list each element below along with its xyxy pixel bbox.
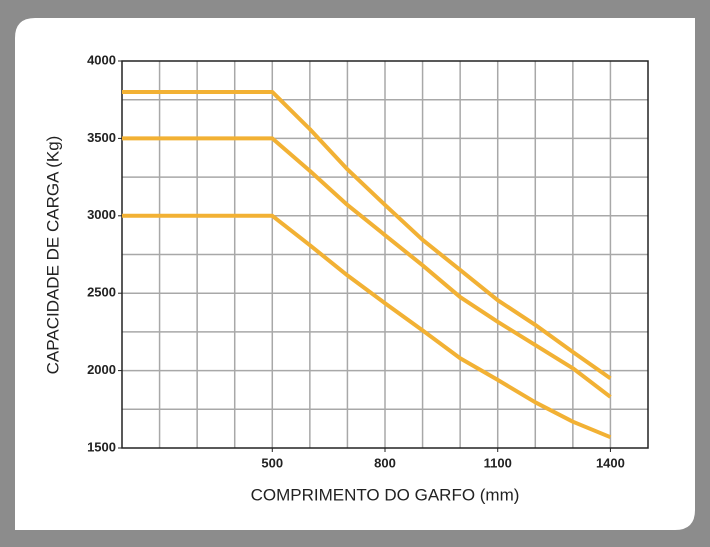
y-tick-label: 1500 [87,439,116,454]
card [15,18,695,530]
y-tick-label: 4000 [87,52,116,67]
y-tick-label: 2000 [87,362,116,377]
y-tick-label: 3000 [87,207,116,222]
series-line [122,213,612,440]
x-axis-title: COMPRIMENTO DO GARFO (mm) [251,485,520,504]
series-line [122,89,612,380]
x-tick-label: 800 [374,455,396,470]
x-tick-label: 1400 [596,455,625,470]
x-tick-label: 1100 [484,455,512,470]
y-axis-title: CAPACIDADE DE CARGA (Kg) [43,136,62,375]
x-tick-label: 500 [261,455,283,470]
y-tick-label: 2500 [87,285,116,300]
y-tick-label: 3500 [87,130,116,145]
series-line [122,136,612,399]
